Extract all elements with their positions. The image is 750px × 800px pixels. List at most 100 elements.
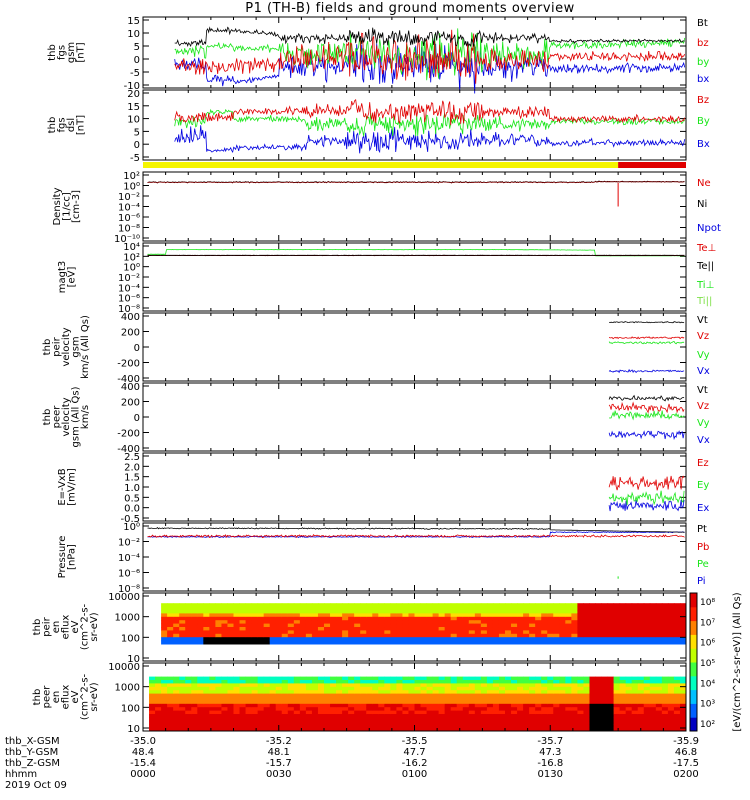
spectrogram-cell	[245, 676, 253, 681]
x-axis-value: 48.1	[268, 747, 290, 758]
spectrogram-cell	[161, 700, 168, 705]
spectrogram-cell	[311, 717, 319, 722]
spectrogram-cell	[239, 690, 247, 695]
spectrogram-cell	[462, 710, 470, 715]
spectrogram-cell	[541, 630, 548, 635]
spectrogram-cell	[203, 603, 210, 608]
spectrogram-cell	[505, 633, 512, 638]
spectrogram-cell	[637, 630, 645, 635]
spectrogram-cell	[673, 613, 681, 618]
spectrogram-cell	[239, 680, 247, 684]
spectrogram-cell	[191, 717, 198, 722]
spectrogram-cell	[468, 640, 476, 645]
spectrogram-cell	[396, 603, 403, 608]
spectrogram-cell	[263, 637, 271, 642]
spectrogram-cell	[185, 720, 192, 725]
spectrogram-cell	[571, 717, 578, 722]
spectrogram-cell	[221, 727, 228, 732]
spectrogram-cell	[215, 680, 222, 684]
spectrogram-cell	[601, 700, 609, 705]
y-axis-label: km/s	[80, 405, 91, 429]
y-axis-label: velocity	[61, 397, 72, 436]
spectrogram-cell	[523, 697, 530, 701]
spectrogram-cell	[523, 676, 530, 681]
spectrogram-cell	[191, 620, 198, 625]
spectrogram-cell	[330, 613, 337, 618]
spectrogram-cell	[336, 610, 343, 614]
spectrogram-cell	[263, 603, 271, 608]
spectrogram-cell	[179, 620, 186, 625]
spectrogram-cell	[450, 630, 458, 635]
spectrogram-cell	[360, 616, 367, 621]
spectrogram-cell	[390, 693, 397, 698]
spectrogram-cell	[414, 690, 422, 695]
spectrogram-cell	[673, 676, 681, 681]
spectrogram-cell	[239, 724, 247, 729]
spectrogram-cell	[420, 686, 428, 691]
spectrogram-cell	[498, 693, 506, 698]
spectrogram-cell	[619, 610, 627, 614]
spectrogram-cell	[269, 700, 277, 705]
spectrogram-cell	[390, 703, 397, 708]
spectrogram-cell	[655, 686, 663, 691]
spectrogram-cell	[426, 620, 434, 625]
spectrogram-cell	[384, 683, 391, 688]
spectrogram-cell	[643, 693, 651, 698]
spectrogram-cell	[311, 630, 319, 635]
spectrogram-cell	[486, 630, 494, 635]
spectrogram-cell	[462, 603, 470, 608]
spectrogram-cell	[257, 714, 265, 718]
spectrogram-cell	[541, 603, 548, 608]
panel-frame	[142, 522, 687, 592]
spectrogram-cell	[203, 690, 210, 695]
spectrogram-cell	[293, 717, 301, 722]
spectrogram-cell	[209, 727, 216, 732]
spectrogram-cell	[287, 680, 295, 684]
spectrogram-cell	[523, 727, 530, 732]
spectrogram-cell	[299, 700, 307, 705]
spectrogram-cell	[480, 603, 488, 608]
spectrogram-cell	[215, 724, 222, 729]
spectrogram-cell	[275, 603, 283, 608]
spectrogram-cell	[486, 697, 494, 701]
spectrogram-cell	[257, 720, 265, 725]
spectrogram-cell	[396, 613, 403, 618]
spectrogram-cell	[565, 703, 572, 708]
spectrogram-cell	[336, 606, 343, 611]
spectrogram-cell	[444, 676, 452, 681]
spectrogram-cell	[360, 610, 367, 614]
spectrogram-cell	[275, 630, 283, 635]
spectrogram-cell	[281, 640, 289, 645]
spectrogram-cell	[450, 633, 458, 638]
spectrogram-cell	[330, 710, 337, 715]
spectrogram-cell	[330, 720, 337, 725]
spectrogram-cell	[227, 627, 234, 631]
spectrogram-cell	[366, 610, 373, 614]
spectrogram-cell	[287, 727, 295, 732]
spectrogram-cell	[655, 620, 663, 625]
spectrogram-cell	[517, 640, 524, 645]
spectrogram-cell	[384, 707, 391, 712]
spectrogram-cell	[595, 637, 603, 642]
y-tick-label: 10⁻⁶	[118, 294, 140, 305]
spectrogram-cell	[245, 640, 253, 645]
spectrogram-cell	[577, 613, 584, 618]
x-axis-row-label: thb_Y-GSM	[5, 747, 58, 758]
spectrogram-cell	[498, 720, 506, 725]
spectrogram-cell	[595, 680, 603, 684]
spectrogram-cell	[293, 690, 301, 695]
spectrogram-cell	[311, 623, 319, 628]
spectrogram-cell	[486, 616, 494, 621]
spectrogram-cell	[505, 610, 512, 614]
spectrogram-cell	[402, 714, 409, 718]
spectrogram-cell	[577, 703, 584, 708]
spectrogram-cell	[378, 603, 385, 608]
spectrogram-cell	[396, 630, 403, 635]
spectrogram-cell	[360, 690, 367, 695]
spectrogram-cell	[179, 616, 186, 621]
spectrogram-cell	[330, 697, 337, 701]
spectrogram-cell	[450, 710, 458, 715]
spectrogram-cell	[444, 637, 452, 642]
spectrogram-cell	[505, 637, 512, 642]
